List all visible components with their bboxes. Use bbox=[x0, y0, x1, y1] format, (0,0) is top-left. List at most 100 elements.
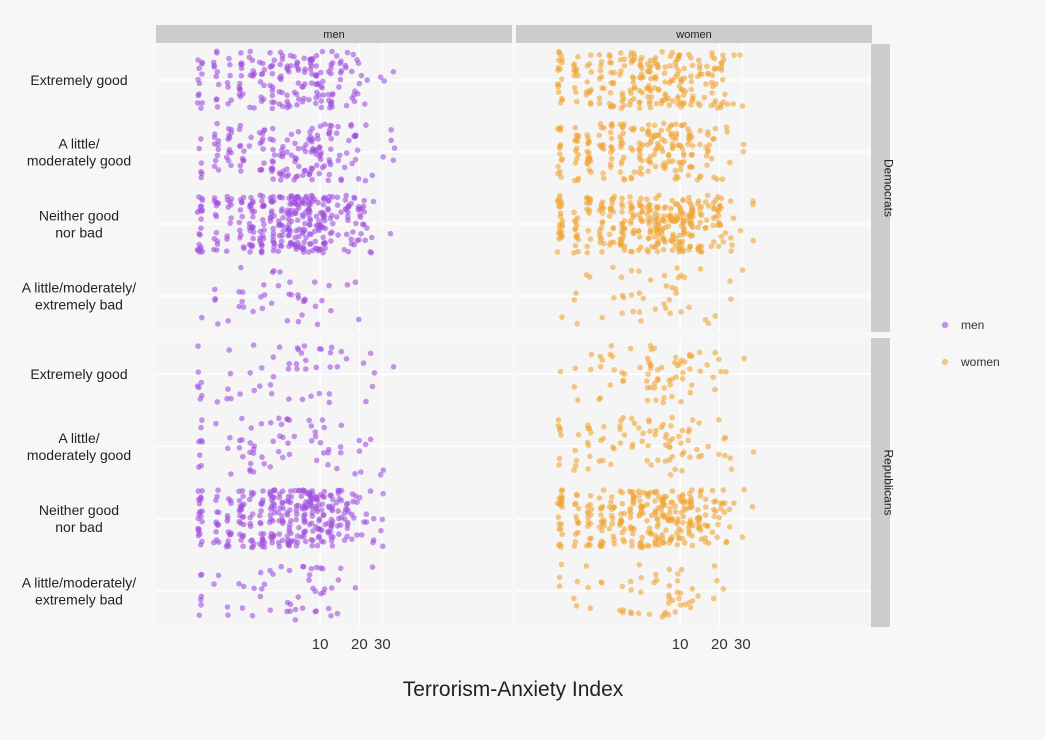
data-point bbox=[720, 239, 727, 245]
data-point bbox=[611, 239, 617, 246]
data-point bbox=[302, 81, 308, 87]
data-point bbox=[686, 137, 693, 143]
data-point bbox=[667, 63, 673, 69]
data-point bbox=[228, 97, 234, 103]
data-point bbox=[619, 310, 625, 317]
data-point bbox=[662, 609, 669, 616]
data-point bbox=[319, 417, 326, 423]
data-point bbox=[257, 167, 263, 173]
data-point bbox=[268, 534, 274, 540]
data-point bbox=[278, 243, 285, 249]
data-point bbox=[302, 505, 308, 512]
data-point bbox=[225, 386, 231, 392]
data-point bbox=[660, 246, 667, 253]
data-point bbox=[288, 530, 294, 537]
data-point bbox=[702, 522, 708, 528]
data-point bbox=[302, 167, 308, 174]
data-point bbox=[364, 77, 371, 83]
data-point bbox=[645, 83, 652, 89]
data-point bbox=[236, 488, 242, 495]
data-point bbox=[225, 612, 231, 618]
data-point bbox=[556, 455, 563, 462]
data-point bbox=[679, 468, 685, 474]
data-point bbox=[608, 494, 615, 500]
data-point bbox=[669, 145, 676, 152]
data-point bbox=[558, 526, 564, 532]
data-point bbox=[295, 80, 302, 86]
data-point bbox=[687, 604, 694, 611]
data-point bbox=[646, 158, 653, 165]
data-point bbox=[215, 522, 221, 529]
data-point bbox=[307, 241, 313, 247]
data-point bbox=[716, 514, 723, 521]
data-point bbox=[741, 487, 747, 493]
data-point bbox=[728, 235, 734, 241]
data-point bbox=[644, 61, 651, 67]
data-point bbox=[723, 369, 729, 375]
data-point bbox=[571, 595, 577, 602]
data-point bbox=[720, 99, 726, 105]
data-point bbox=[665, 223, 672, 229]
data-point bbox=[606, 525, 613, 532]
data-point bbox=[609, 121, 615, 127]
data-point bbox=[687, 353, 693, 359]
x-axis-ticks: 10 20 30 10 20 30 bbox=[312, 636, 751, 653]
data-point bbox=[620, 607, 627, 613]
data-point bbox=[312, 608, 319, 615]
data-point bbox=[585, 425, 591, 432]
data-point bbox=[596, 52, 603, 58]
data-point bbox=[286, 396, 292, 402]
data-point bbox=[291, 89, 298, 96]
data-point bbox=[575, 151, 581, 158]
data-point bbox=[286, 69, 292, 75]
data-point bbox=[261, 221, 267, 228]
data-point bbox=[645, 235, 652, 242]
data-point bbox=[740, 148, 747, 155]
data-point bbox=[697, 219, 703, 226]
data-point bbox=[694, 515, 700, 522]
data-point bbox=[270, 137, 277, 143]
data-point bbox=[260, 217, 266, 223]
panel-bg-democrats-women bbox=[516, 44, 872, 332]
data-point bbox=[280, 454, 286, 461]
data-point bbox=[575, 54, 581, 60]
data-point bbox=[351, 241, 358, 248]
data-point bbox=[196, 384, 202, 391]
data-point bbox=[628, 209, 634, 215]
data-point bbox=[601, 85, 607, 92]
data-point bbox=[316, 218, 322, 224]
data-point bbox=[584, 160, 590, 166]
data-point bbox=[309, 176, 315, 183]
data-point bbox=[261, 82, 267, 89]
data-point bbox=[655, 521, 661, 527]
data-point bbox=[352, 471, 358, 477]
data-point bbox=[316, 518, 322, 524]
data-point bbox=[350, 229, 356, 235]
data-point bbox=[358, 72, 365, 79]
data-point bbox=[247, 48, 254, 55]
data-point bbox=[328, 238, 334, 244]
data-point bbox=[627, 514, 634, 521]
data-point bbox=[284, 318, 291, 324]
data-point bbox=[342, 62, 349, 69]
data-point bbox=[326, 198, 332, 204]
data-point bbox=[278, 238, 285, 244]
data-point bbox=[617, 169, 624, 175]
data-point bbox=[295, 502, 301, 509]
data-point bbox=[195, 57, 201, 63]
data-point bbox=[681, 229, 687, 235]
data-point bbox=[556, 574, 563, 581]
data-point bbox=[583, 272, 590, 278]
data-point bbox=[250, 342, 257, 349]
data-point bbox=[215, 539, 222, 545]
data-point bbox=[198, 602, 204, 608]
data-point bbox=[214, 238, 221, 244]
data-point bbox=[631, 51, 637, 57]
data-point bbox=[278, 563, 285, 570]
data-point bbox=[196, 231, 202, 237]
data-point bbox=[557, 203, 564, 210]
data-point bbox=[644, 384, 651, 391]
data-point bbox=[617, 236, 623, 242]
data-point bbox=[685, 429, 692, 435]
y-tick-label: Neither good nor bad bbox=[39, 502, 119, 535]
